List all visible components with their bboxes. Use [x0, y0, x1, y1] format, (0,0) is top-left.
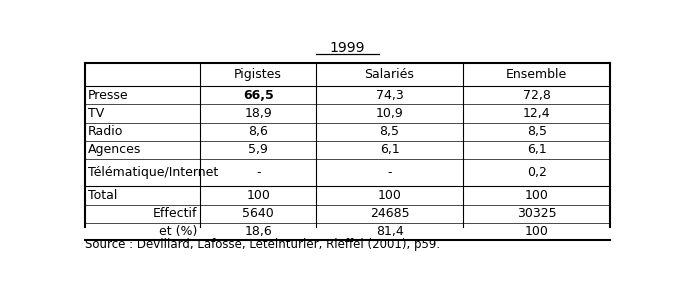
Text: 30325: 30325: [517, 208, 557, 220]
Text: Total: Total: [88, 189, 117, 202]
Text: 81,4: 81,4: [376, 225, 403, 238]
Text: 0,2: 0,2: [527, 166, 546, 179]
Text: 8,5: 8,5: [380, 125, 399, 138]
Text: 72,8: 72,8: [523, 89, 551, 102]
Text: Radio: Radio: [88, 125, 123, 138]
Text: 12,4: 12,4: [523, 107, 551, 120]
Text: 6,1: 6,1: [380, 143, 399, 156]
Text: 66,5: 66,5: [243, 89, 273, 102]
Text: -: -: [387, 166, 392, 179]
Text: 1999: 1999: [330, 41, 365, 55]
Text: Presse: Presse: [88, 89, 129, 102]
Text: 74,3: 74,3: [376, 89, 403, 102]
Text: Salariés: Salariés: [365, 68, 414, 81]
Text: 24685: 24685: [370, 208, 410, 220]
Text: Effectif: Effectif: [153, 208, 197, 220]
Text: Source : Devillard, Lafosse, Leteinturier, Rieffel (2001), p59.: Source : Devillard, Lafosse, Leteinturie…: [85, 238, 440, 251]
Text: TV: TV: [88, 107, 104, 120]
Text: et (%): et (%): [159, 225, 197, 238]
Text: 10,9: 10,9: [376, 107, 403, 120]
Text: 18,6: 18,6: [244, 225, 272, 238]
Text: 5,9: 5,9: [248, 143, 268, 156]
Text: 8,6: 8,6: [248, 125, 268, 138]
Text: 18,9: 18,9: [244, 107, 272, 120]
Text: 100: 100: [378, 189, 401, 202]
Text: 100: 100: [246, 189, 270, 202]
Text: Télématique/Internet: Télématique/Internet: [88, 166, 218, 179]
Text: Ensemble: Ensemble: [506, 68, 567, 81]
Text: 8,5: 8,5: [527, 125, 546, 138]
Text: 100: 100: [525, 225, 549, 238]
Text: -: -: [256, 166, 260, 179]
Text: 5640: 5640: [242, 208, 274, 220]
Text: 6,1: 6,1: [527, 143, 546, 156]
Text: Pigistes: Pigistes: [234, 68, 282, 81]
Text: 100: 100: [525, 189, 549, 202]
Text: Agences: Agences: [88, 143, 141, 156]
